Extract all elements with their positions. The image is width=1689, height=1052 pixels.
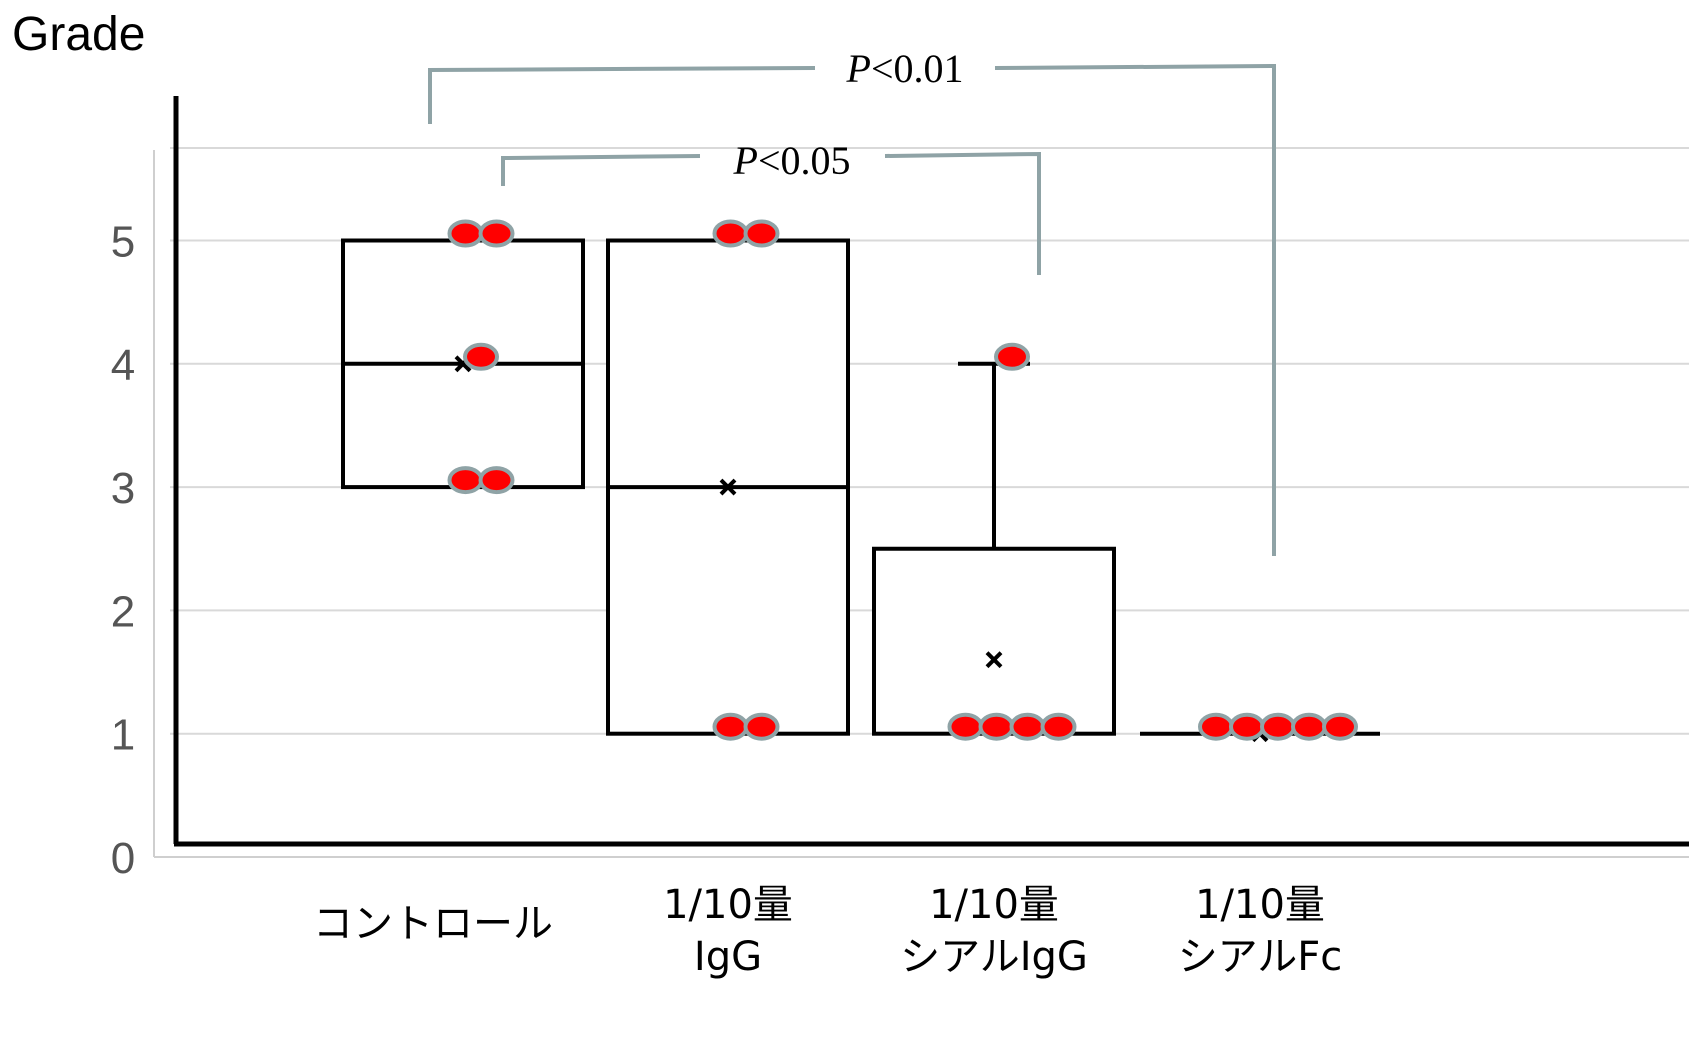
data-point xyxy=(1040,712,1077,741)
p-symbol: P xyxy=(733,138,758,183)
x-category-label: 1/10量 xyxy=(663,882,793,928)
x-category-label: シアルIgG xyxy=(900,934,1088,980)
p-value-label: P<0.05 xyxy=(733,138,851,183)
box-group-1 xyxy=(341,219,585,495)
y-tick-label: 3 xyxy=(111,464,135,513)
box xyxy=(872,546,1116,736)
data-point xyxy=(478,466,515,495)
data-point xyxy=(947,712,984,741)
p-value-label: P<0.01 xyxy=(846,46,964,91)
box-group-3 xyxy=(872,342,1116,741)
data-point xyxy=(712,219,749,248)
data-point xyxy=(1009,712,1046,741)
bracket-right xyxy=(884,151,1041,275)
data-point xyxy=(1260,712,1296,741)
data-point xyxy=(743,712,780,741)
p-threshold: <0.01 xyxy=(871,46,964,91)
y-tick-label: 5 xyxy=(111,218,135,267)
data-point xyxy=(1198,712,1234,741)
bracket-right xyxy=(994,63,1276,556)
y-tick-label: 4 xyxy=(111,341,135,390)
mean-marker xyxy=(719,478,737,496)
y-tick-label: 1 xyxy=(111,711,135,760)
x-category-label: コントロール xyxy=(313,901,553,947)
significance-bracket: P<0.01 xyxy=(428,46,1276,556)
data-point xyxy=(712,712,749,741)
data-point xyxy=(1291,712,1327,741)
data-point xyxy=(447,219,484,248)
x-category-label: シアルFc xyxy=(1178,934,1343,980)
x-category-label: IgG xyxy=(694,934,762,980)
mean-marker-stroke xyxy=(985,651,1003,669)
x-category-label: 1/10量 xyxy=(1195,882,1325,928)
y-axis-label: Grade xyxy=(12,8,145,61)
data-point xyxy=(1322,712,1358,741)
data-point xyxy=(978,712,1015,741)
data-point xyxy=(994,342,1030,371)
data-point xyxy=(478,219,515,248)
data-point xyxy=(463,342,499,371)
mean-marker-stroke xyxy=(719,478,737,496)
box-group-2 xyxy=(606,219,850,741)
bracket-left xyxy=(501,154,701,186)
mean-marker xyxy=(985,651,1003,669)
x-category-label: 1/10量 xyxy=(929,882,1059,928)
y-tick-label: 2 xyxy=(111,587,135,636)
significance-bracket: P<0.05 xyxy=(501,138,1041,275)
p-symbol: P xyxy=(846,46,871,91)
bracket-left xyxy=(428,66,816,124)
data-point xyxy=(447,466,484,495)
box-group-4 xyxy=(1140,712,1380,743)
y-tick-label: 0 xyxy=(111,834,135,883)
p-threshold: <0.05 xyxy=(758,138,851,183)
data-point xyxy=(1229,712,1265,741)
data-point xyxy=(743,219,780,248)
